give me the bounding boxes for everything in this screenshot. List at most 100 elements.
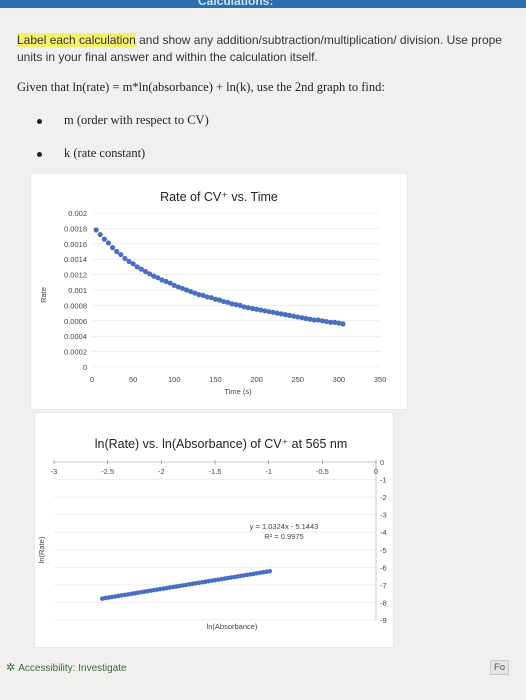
- data-point: [245, 305, 251, 311]
- data-point: [196, 292, 202, 298]
- y-tick-label: -4: [380, 528, 387, 537]
- data-point: [175, 284, 181, 290]
- bullet-item-k: k (rate constant): [37, 146, 145, 161]
- x-tick-label: 0: [90, 375, 94, 384]
- data-point: [258, 307, 264, 313]
- y-axis-label: ln(Rate): [37, 536, 46, 563]
- data-point: [171, 282, 177, 288]
- data-point: [151, 273, 157, 279]
- data-point: [221, 298, 227, 305]
- data-point: [291, 313, 297, 319]
- x-axis-label: ln(Absorbance): [207, 622, 258, 631]
- x-tick-label: 300: [333, 375, 346, 384]
- y-tick-label: 0.0016: [64, 240, 87, 249]
- x-tick-label: -1: [265, 467, 272, 476]
- bullet-text: k (rate constant): [64, 146, 146, 160]
- x-tick-label: -2.5: [101, 467, 114, 476]
- data-point: [328, 319, 334, 325]
- data-point: [192, 290, 198, 296]
- data-point: [336, 320, 342, 326]
- x-tick-label: 150: [209, 375, 222, 384]
- y-tick-label: 0.0008: [64, 301, 87, 310]
- data-point: [126, 258, 132, 265]
- data-point: [270, 309, 276, 315]
- data-point: [122, 255, 128, 262]
- data-point: [97, 231, 103, 238]
- y-tick-label: -6: [380, 563, 387, 572]
- data-point: [340, 321, 346, 327]
- chart-title: ln(Rate) vs. ln(Absorbance) of CV⁺ at 56…: [95, 437, 348, 451]
- top-banner: [0, 0, 526, 8]
- y-tick-label: 0: [83, 363, 87, 372]
- y-tick-label: 0: [380, 458, 384, 467]
- chart-title: Rate of CV⁺ vs. Time: [160, 190, 278, 204]
- x-tick-label: 350: [374, 375, 387, 384]
- bullet-item-m: m (order with respect to CV): [37, 113, 209, 128]
- data-point: [249, 305, 256, 312]
- data-point: [233, 302, 239, 308]
- data-point: [130, 261, 136, 267]
- data-point: [303, 315, 309, 322]
- y-tick-label: -9: [380, 616, 387, 625]
- section-title: Calculations:: [198, 0, 274, 8]
- x-tick-label: -1.5: [209, 467, 222, 476]
- x-tick-label: -0.5: [316, 467, 329, 476]
- data-point: [295, 314, 301, 320]
- y-tick-label: -5: [380, 546, 387, 555]
- trendline-r2: R² = 0.9975: [264, 532, 303, 541]
- y-tick-label: 0.001: [68, 286, 87, 295]
- data-point: [278, 311, 284, 317]
- data-point: [200, 292, 206, 298]
- data-point: [184, 287, 190, 293]
- x-tick-label: -2: [158, 467, 165, 476]
- data-point: [253, 306, 260, 312]
- data-point: [237, 302, 243, 308]
- data-point: [114, 248, 120, 255]
- y-tick-label: -7: [380, 581, 387, 590]
- y-tick-label: 0.0018: [64, 224, 87, 233]
- accessibility-status[interactable]: ✲ Accessibility: Investigate: [6, 661, 127, 674]
- data-point: [163, 278, 169, 285]
- accessibility-label: Accessibility: Investigate: [18, 663, 127, 674]
- trendline-equation: y = 1.0324x - 5.1443: [250, 522, 319, 531]
- bullet-dot-icon: [37, 118, 42, 124]
- accessibility-icon: ✲: [6, 662, 16, 674]
- data-point: [229, 301, 235, 307]
- data-point: [262, 308, 268, 314]
- data-point: [315, 317, 321, 323]
- data-point: [93, 227, 99, 233]
- data-point: [212, 296, 219, 302]
- data-point: [282, 312, 288, 318]
- x-tick-label: -3: [51, 467, 58, 476]
- data-point: [319, 318, 325, 324]
- data-point: [138, 266, 144, 272]
- instructions-highlight: Label each calculation: [17, 33, 136, 47]
- y-tick-label: 0.0002: [64, 348, 87, 357]
- rate-vs-time-chart: Rate of CV⁺ vs. Time 0 0.0002 0.0004 0.0006…: [30, 173, 408, 410]
- y-axis-label: Rate: [39, 287, 48, 303]
- instructions-line2: units in your final answer and within th…: [17, 50, 318, 64]
- data-point: [299, 315, 305, 321]
- data-point: [267, 568, 273, 574]
- chart-area: [34, 412, 394, 648]
- focus-button[interactable]: Fo: [490, 660, 510, 675]
- data-point: [118, 251, 124, 258]
- y-tick-label: 0.0014: [64, 255, 87, 264]
- data-point: [266, 308, 272, 315]
- instructions: Label each calculation and show any addi…: [17, 32, 526, 66]
- data-point: [142, 268, 149, 275]
- data-point: [101, 236, 107, 242]
- y-tick-label: 0.0006: [64, 317, 87, 326]
- data-point: [159, 277, 165, 283]
- y-tick-label: 0.0004: [64, 332, 87, 341]
- instructions-text: and show any addition/subtraction/multip…: [135, 33, 502, 47]
- data-point: [155, 275, 161, 281]
- data-point: [109, 245, 116, 251]
- data-point: [105, 240, 112, 246]
- data-point: [307, 316, 313, 322]
- data-point: [167, 280, 173, 286]
- y-tick-label: -2: [380, 493, 387, 502]
- x-tick-label: 100: [168, 375, 181, 384]
- x-tick-label: 250: [291, 375, 304, 384]
- data-point: [147, 271, 153, 277]
